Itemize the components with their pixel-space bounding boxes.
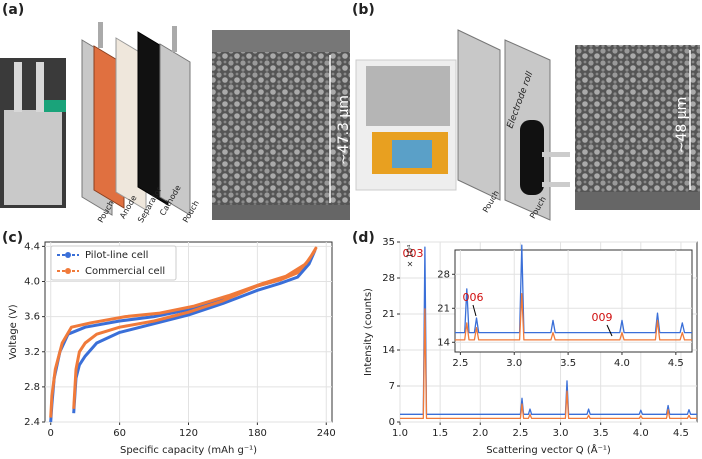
y-tick-label: 28 xyxy=(382,273,395,284)
x-tick-label: 0 xyxy=(48,428,54,439)
x-tick-label: 180 xyxy=(248,428,267,439)
series-line xyxy=(455,293,692,341)
layer-stack xyxy=(81,22,191,216)
legend-marker xyxy=(65,252,71,258)
x-tick-label: 4.0 xyxy=(633,428,649,439)
y-tick-label: 4.4 xyxy=(24,241,40,252)
x-tick-label: 120 xyxy=(179,428,198,439)
y-tick-label: 21 xyxy=(437,303,450,314)
legend-label: Commercial cell xyxy=(85,266,165,277)
y-tick-label: 21 xyxy=(382,309,395,320)
x-axis-label: Scattering vector Q (Å⁻¹) xyxy=(486,443,611,456)
x-tick-label: 3.0 xyxy=(553,428,569,439)
x-tick-label: 4.5 xyxy=(673,428,689,439)
y-tick-label: 0 xyxy=(389,417,395,428)
x-tick-label: 2.5 xyxy=(452,358,468,369)
series-line xyxy=(400,308,697,420)
cell-photo xyxy=(355,59,457,191)
y-tick-label: 2.4 xyxy=(24,417,40,428)
y-multiplier: × 10⁴ xyxy=(406,245,415,268)
peak-annotation: 009 xyxy=(592,311,613,324)
sem-image xyxy=(212,30,350,220)
x-tick-label: 3.5 xyxy=(593,428,609,439)
y-tick-label: 2.8 xyxy=(24,382,40,393)
x-tick-label: 60 xyxy=(113,428,126,439)
y-tick-label: 14 xyxy=(382,345,395,356)
annotation-arrow xyxy=(472,304,477,317)
x-tick-label: 1.0 xyxy=(392,428,408,439)
thickness-label: ~47.3 μm xyxy=(336,95,352,165)
y-axis-label: Voltage (V) xyxy=(8,304,19,359)
y-tick-label: 14 xyxy=(437,337,450,348)
y-tick-label: 3.6 xyxy=(24,312,40,323)
x-tick-label: 4.0 xyxy=(614,358,630,369)
pouch-photo xyxy=(0,58,66,208)
pouch-sheets xyxy=(457,29,570,221)
x-axis-label: Specific capacity (mAh g⁻¹) xyxy=(120,445,257,456)
x-tick-label: 1.5 xyxy=(432,428,448,439)
legend-box xyxy=(50,245,177,281)
sem-image xyxy=(575,45,700,210)
panel-label: (b) xyxy=(352,2,375,18)
peak-annotation: 006 xyxy=(463,291,484,304)
x-tick-label: 2.5 xyxy=(512,428,528,439)
plot-area xyxy=(454,249,693,353)
series-line xyxy=(49,246,318,418)
y-tick-label: 35 xyxy=(382,237,395,248)
thickness-label: ~48 μm xyxy=(674,97,690,154)
panel-label: (a) xyxy=(2,2,24,18)
legend-marker xyxy=(65,268,71,274)
y-tick-label: 7 xyxy=(389,381,395,392)
x-tick-label: 3.0 xyxy=(506,358,522,369)
panel-label: (c) xyxy=(2,230,23,246)
x-tick-label: 240 xyxy=(317,428,336,439)
legend-label: Pilot-line cell xyxy=(85,250,148,261)
y-tick-label: 4.0 xyxy=(24,277,40,288)
x-tick-label: 2.0 xyxy=(472,428,488,439)
y-axis-label: Intensity (counts) xyxy=(363,288,374,376)
x-tick-label: 3.5 xyxy=(560,358,576,369)
y-tick-label: 28 xyxy=(437,269,450,280)
annotation-arrow xyxy=(606,324,613,337)
peak-annotation: 003 xyxy=(403,247,424,260)
y-tick-label: 3.2 xyxy=(24,347,40,358)
x-tick-label: 4.5 xyxy=(668,358,684,369)
series-line xyxy=(455,244,692,334)
panel-label: (d) xyxy=(352,230,375,246)
